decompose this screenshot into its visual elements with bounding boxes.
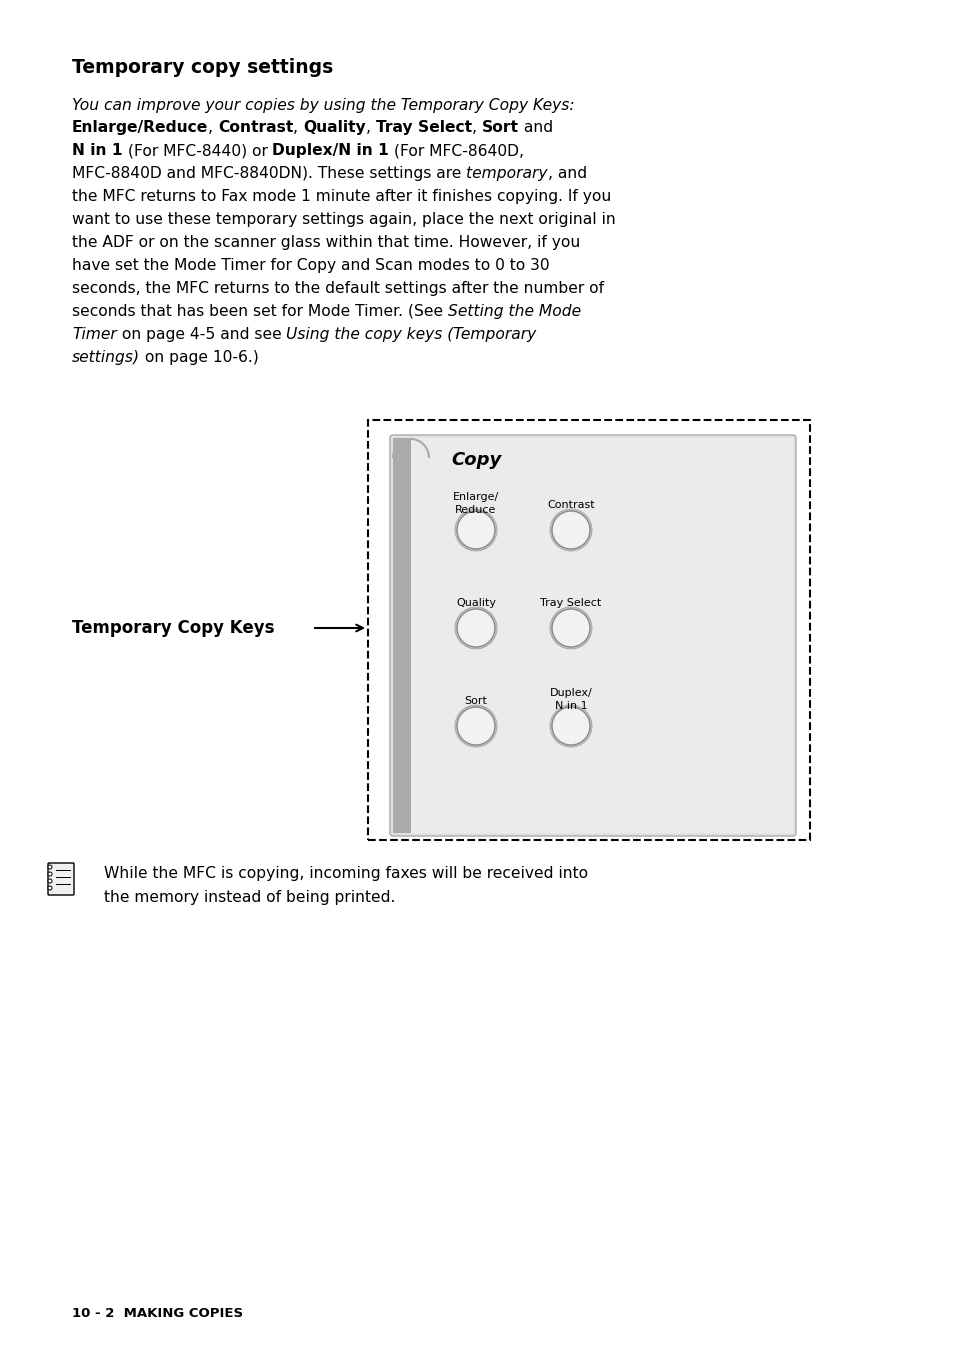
- Circle shape: [550, 508, 592, 552]
- Text: Copy: Copy: [451, 452, 500, 469]
- Circle shape: [48, 886, 52, 890]
- Text: Temporary Copy Keys: Temporary Copy Keys: [71, 619, 274, 637]
- Circle shape: [550, 607, 592, 649]
- Circle shape: [48, 879, 52, 883]
- Text: Enlarge/: Enlarge/: [453, 492, 498, 502]
- Circle shape: [456, 707, 495, 745]
- Circle shape: [552, 608, 589, 648]
- Bar: [411, 438, 792, 833]
- Text: want to use these temporary settings again, place the next original in: want to use these temporary settings aga…: [71, 212, 615, 227]
- Text: and: and: [518, 120, 553, 135]
- Text: Tray Select: Tray Select: [375, 120, 472, 135]
- Text: You can improve your copies by using the Temporary Copy Keys:: You can improve your copies by using the…: [71, 97, 574, 114]
- Text: MFC-8840D and MFC-8840DN). These settings are: MFC-8840D and MFC-8840DN). These setting…: [71, 166, 466, 181]
- Text: While the MFC is copying, incoming faxes will be received into: While the MFC is copying, incoming faxes…: [104, 867, 587, 882]
- Bar: [393, 438, 411, 833]
- Circle shape: [455, 704, 497, 748]
- Text: ,: ,: [366, 120, 375, 135]
- Text: the ADF or on the scanner glass within that time. However, if you: the ADF or on the scanner glass within t…: [71, 235, 579, 250]
- Text: N in 1: N in 1: [554, 700, 587, 711]
- Text: Contrast: Contrast: [547, 500, 594, 510]
- Text: Sort: Sort: [481, 120, 518, 135]
- Bar: [368, 420, 809, 840]
- Text: on page 10-6.): on page 10-6.): [140, 350, 258, 365]
- Text: ,: ,: [208, 120, 218, 135]
- Text: Timer: Timer: [71, 327, 116, 342]
- FancyBboxPatch shape: [48, 863, 74, 895]
- Text: Tray Select: Tray Select: [539, 598, 601, 608]
- Circle shape: [456, 511, 495, 549]
- Text: on page 4-5 and see: on page 4-5 and see: [116, 327, 286, 342]
- Text: Reduce: Reduce: [455, 506, 497, 515]
- Text: Enlarge/Reduce: Enlarge/Reduce: [71, 120, 208, 135]
- Text: seconds that has been set for Mode Timer. (See: seconds that has been set for Mode Timer…: [71, 304, 448, 319]
- Circle shape: [48, 872, 52, 876]
- Text: Setting the Mode: Setting the Mode: [448, 304, 580, 319]
- Circle shape: [456, 608, 495, 648]
- Text: Using the copy keys (Temporary: Using the copy keys (Temporary: [286, 327, 536, 342]
- Text: ,: ,: [294, 120, 303, 135]
- Circle shape: [455, 607, 497, 649]
- Circle shape: [552, 707, 589, 745]
- Text: Temporary copy settings: Temporary copy settings: [71, 58, 333, 77]
- Text: ,: ,: [472, 120, 481, 135]
- Circle shape: [550, 704, 592, 748]
- Text: Duplex/N in 1: Duplex/N in 1: [273, 143, 389, 158]
- FancyBboxPatch shape: [390, 435, 795, 836]
- Circle shape: [552, 511, 589, 549]
- Text: , and: , and: [547, 166, 586, 181]
- Text: (For MFC-8640D,: (For MFC-8640D,: [389, 143, 524, 158]
- Text: Contrast: Contrast: [218, 120, 294, 135]
- Text: temporary: temporary: [466, 166, 547, 181]
- Text: (For MFC-8440) or: (For MFC-8440) or: [123, 143, 273, 158]
- Text: Quality: Quality: [456, 598, 496, 608]
- Text: Sort: Sort: [464, 696, 487, 706]
- Text: Duplex/: Duplex/: [549, 688, 592, 698]
- Circle shape: [455, 508, 497, 552]
- Text: settings): settings): [71, 350, 140, 365]
- Text: seconds, the MFC returns to the default settings after the number of: seconds, the MFC returns to the default …: [71, 281, 603, 296]
- Text: have set the Mode Timer for Copy and Scan modes to 0 to 30: have set the Mode Timer for Copy and Sca…: [71, 258, 549, 273]
- Text: the memory instead of being printed.: the memory instead of being printed.: [104, 890, 395, 904]
- Text: N in 1: N in 1: [71, 143, 123, 158]
- Text: Quality: Quality: [303, 120, 366, 135]
- Circle shape: [48, 865, 52, 869]
- Text: 10 - 2  MAKING COPIES: 10 - 2 MAKING COPIES: [71, 1307, 243, 1320]
- Text: the MFC returns to Fax mode 1 minute after it finishes copying. If you: the MFC returns to Fax mode 1 minute aft…: [71, 189, 611, 204]
